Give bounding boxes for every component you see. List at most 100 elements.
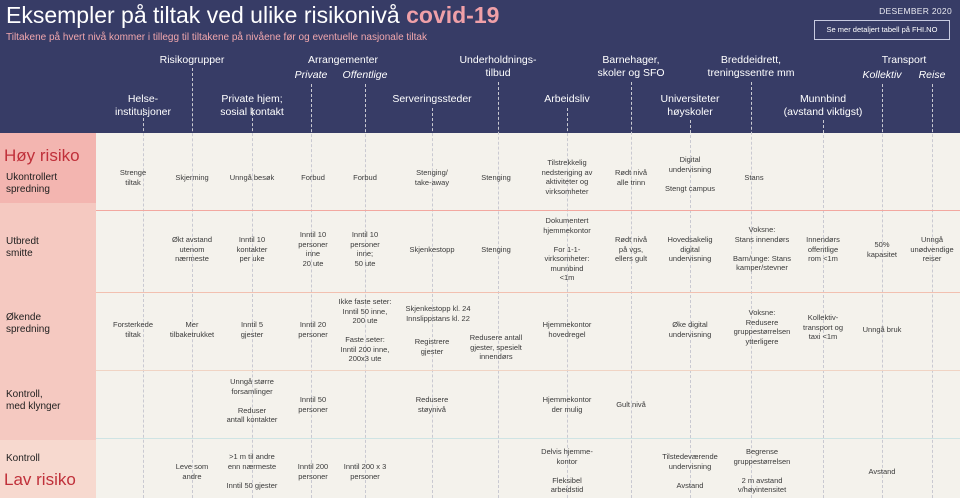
fhi-link-button[interactable]: Se mer detaljert tabell på FHI.NO: [814, 20, 950, 40]
munnbind-line1: Munnbind: [799, 93, 847, 105]
cell-r1-arrpriv: Forbud: [301, 173, 325, 182]
breddeidrett-line2: treningssentre mm: [707, 67, 795, 79]
col-divider: [365, 84, 366, 498]
col-divider: [823, 120, 824, 498]
cell-r5-arrpriv: Inntil 200 personer: [297, 462, 329, 481]
col-header-reise: Reise: [919, 69, 946, 82]
cell-r2-idrett: Voksne: Stans innendørs Barn/unge: Stans…: [733, 225, 791, 272]
cell-r2-private: Inntil 10 kontakter per uke: [236, 235, 268, 263]
col-divider: [882, 84, 883, 498]
cell-r3-uni: Øke digital undervisning: [668, 320, 712, 339]
cell-r3-arroff: Ikke faste seter: Inntil 50 inne, 200 ut…: [338, 297, 392, 363]
cell-r1-serv: Stenging/ take-away: [414, 168, 450, 187]
col-divider: [498, 82, 499, 498]
col-header-underholdning: Underholdnings-tilbud: [459, 54, 536, 80]
breddeidrett-line1: Breddeidrett,: [720, 54, 782, 66]
cell-r3-risiko: Mer tilbaketrukket: [169, 320, 215, 339]
col-header-breddeidrett: Breddeidrett, treningssentre mm: [708, 54, 795, 80]
cell-r4-serv: Redusere støynivå: [415, 395, 449, 414]
cell-r3-kollektiv: Unngå bruk: [862, 325, 902, 334]
cell-r3-helse: Forsterkede tiltak: [112, 320, 154, 339]
underholdning-line2: tilbud: [485, 67, 511, 79]
private-hjem-line1: Private hjem;: [221, 93, 283, 105]
kollektiv-label: Kollektiv: [862, 69, 902, 81]
col-header-arbeidsliv: Arbeidsliv: [544, 93, 590, 105]
row-label-ukontrollert: Ukontrollert spredning: [6, 172, 58, 195]
cell-r4-skoler: Gult nivå: [616, 400, 646, 409]
cell-r1-risiko: Skjerming: [175, 173, 209, 182]
cell-r5-arbeid: Delvis hjemme- kontor Fleksibel arbeidst…: [541, 447, 593, 494]
arr-offentlige-label: Offentlige: [342, 69, 388, 81]
col-header-munnbind: Munnbind (avstand viktigst): [784, 93, 863, 119]
risk-low-label: Lav risiko: [4, 470, 76, 489]
col-divider: [751, 82, 752, 498]
risk-high-label: Høy risiko: [4, 146, 80, 165]
col-header-arr-private: Private: [295, 69, 328, 82]
barnehager-line2: skoler og SFO: [597, 67, 665, 79]
cell-r2-serv: Skjenkestopp: [409, 245, 455, 254]
cell-r1-arbeid: Tilstrekkelig nedstenging av aktiviteter…: [541, 158, 593, 196]
cell-r2-arroff: Inntil 10 personer inne; 50 ute: [350, 230, 380, 268]
col-header-risikogrupper: Risikogrupper: [159, 54, 225, 66]
row-separator: [96, 210, 960, 211]
cell-r2-kollektiv: 50% kapasitet: [866, 240, 898, 259]
cell-r3-underh: Redusere antall gjester, spesielt innend…: [469, 333, 523, 361]
cell-r5-risiko: Leve som andre: [175, 462, 209, 481]
cell-r4-private: Unngå større forsamlinger Reduser antall…: [226, 377, 278, 424]
col-header-serveringssteder: Serveringssteder: [392, 93, 472, 105]
cell-r1-private: Unngå besøk: [229, 173, 275, 182]
col-divider: [690, 120, 691, 498]
cell-r1-helse: Strenge tiltak: [119, 168, 147, 187]
cell-r1-underh: Stenging: [481, 173, 511, 182]
col-divider: [932, 84, 933, 498]
col-divider: [567, 108, 568, 498]
helse-line1: Helse-: [127, 93, 159, 105]
col-divider: [192, 68, 193, 498]
cell-r2-underh: Stenging: [481, 245, 511, 254]
cell-r2-reise: Unngå unødvendige reiser: [910, 235, 954, 263]
col-header-arrangementer: Arrangementer: [307, 54, 379, 66]
col-divider: [631, 82, 632, 498]
row-label-kontroll-klynger: Kontroll, med klynger: [6, 389, 61, 412]
title-main: Eksempler på tiltak ved ulike risikonivå: [6, 2, 407, 28]
cell-r2-uni: Hovedsakelig digital undervisning: [667, 235, 713, 263]
page-title: Eksempler på tiltak ved ulike risikonivå…: [6, 2, 499, 29]
row-separator: [96, 292, 960, 293]
col-divider: [311, 84, 312, 498]
cell-r2-munnbind: Innendørs offentlige rom <1m: [806, 235, 840, 263]
page-subtitle: Tiltakene på hvert nivå kommer i tillegg…: [6, 32, 427, 43]
cell-r5-idrett: Begrense gruppestørrelsen 2 m avstand v/…: [733, 447, 791, 494]
reise-label: Reise: [918, 69, 946, 81]
row-label-kontroll: Kontroll: [6, 453, 40, 464]
col-header-barnehager: Barnehager, skoler og SFO: [597, 54, 664, 80]
cell-r3-arbeid: Hjemmekontor hovedregel: [542, 320, 592, 339]
cell-r1-skoler: Rødt nivå alle trinn: [614, 168, 648, 187]
cell-r3-idrett: Voksne: Redusere gruppestørrelsen ytterl…: [733, 308, 791, 346]
cell-r3-serv-a: Skjenkestopp kl. 24 Innslippstans kl. 22: [405, 304, 471, 323]
cell-r4-arbeid: Hjemmekontor der mulig: [542, 395, 592, 414]
universiteter-line1: Universiteter: [660, 93, 720, 105]
cell-r2-arbeid: Dokumentert hjemmekontor For 1-1- virkso…: [543, 216, 591, 282]
munnbind-line2: (avstand viktigst): [783, 106, 863, 118]
col-header-universiteter: Universiteter høyskoler: [661, 93, 720, 119]
col-divider: [252, 108, 253, 498]
cell-r1-idrett: Stans: [744, 173, 764, 182]
cell-r3-munnbind: Kollektiv- transport og taxi <1m: [802, 313, 844, 341]
barnehager-line1: Barnehager,: [602, 54, 660, 66]
col-header-transport: Transport: [881, 54, 927, 66]
cell-r1-arroff: Forbud: [353, 173, 377, 182]
col-divider: [432, 108, 433, 498]
cell-r3-serv-b: Registrere gjester: [414, 337, 450, 356]
header-band: [0, 0, 960, 133]
cell-r1-uni: Digital undervisning Stengt campus: [664, 155, 716, 193]
col-header-kollektiv: Kollektiv: [862, 69, 901, 82]
risk-band-low: [0, 440, 96, 498]
col-header-arr-offentlige: Offentlige: [343, 69, 388, 82]
universiteter-line2: høyskoler: [667, 106, 713, 118]
title-highlight: covid-19: [406, 2, 500, 28]
cell-r5-arroff: Inntil 200 x 3 personer: [343, 462, 387, 481]
cell-r4-arrpriv: Inntil 50 personer: [298, 395, 328, 414]
cell-r3-private: Inntil 5 gjester: [240, 320, 264, 339]
cell-r5-kollektiv: Avstand: [868, 467, 896, 476]
date-label: DESEMBER 2020: [879, 6, 952, 16]
